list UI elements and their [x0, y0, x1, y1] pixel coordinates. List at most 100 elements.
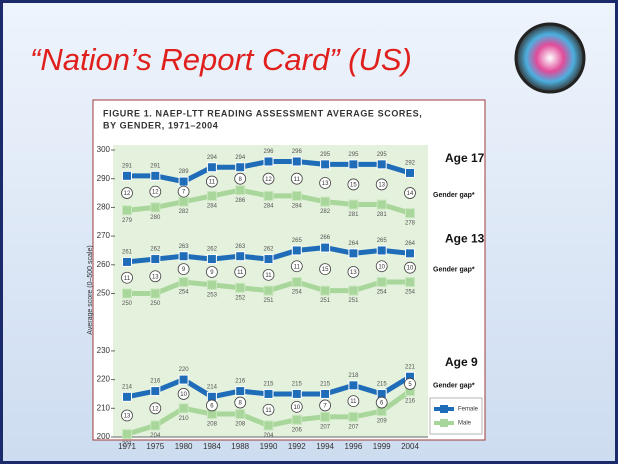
value-label: 210: [179, 416, 190, 422]
group-label: Age 17: [445, 151, 485, 165]
gap-label: 11: [209, 180, 216, 186]
gap-marker: [262, 403, 275, 416]
value-label: 265: [377, 238, 388, 244]
gap-marker: [262, 172, 275, 185]
value-label: 264: [405, 241, 416, 247]
value-label: 215: [263, 382, 274, 388]
point: [263, 254, 274, 265]
value-label: 296: [292, 149, 303, 155]
value-label: 292: [405, 161, 416, 167]
gap-marker: [319, 399, 332, 412]
value-label: 215: [320, 382, 331, 388]
point: [206, 190, 217, 201]
gap-label: 13: [350, 270, 357, 276]
point: [235, 409, 246, 420]
point: [206, 162, 217, 173]
value-label: 262: [207, 247, 218, 253]
value-label: 208: [207, 422, 218, 428]
value-label: 278: [405, 221, 416, 227]
gap-marker: [177, 263, 190, 276]
point: [263, 156, 274, 167]
y-tick-label: 260: [97, 260, 111, 269]
gap-label: 12: [152, 190, 159, 196]
gap-label: 11: [265, 273, 272, 279]
value-label: 281: [348, 212, 359, 218]
gap-label: 8: [239, 401, 243, 407]
point: [122, 288, 132, 299]
value-label: 281: [377, 212, 388, 218]
gap-marker: [149, 185, 162, 198]
value-label: 295: [377, 152, 388, 158]
gap-label: 10: [293, 405, 300, 411]
y-tick-label: 280: [97, 203, 111, 212]
value-label: 204: [263, 433, 274, 439]
value-label: 254: [292, 290, 303, 296]
point: [348, 411, 359, 422]
legend-label: Male: [458, 421, 472, 427]
value-label: 261: [122, 250, 133, 256]
point: [405, 248, 415, 259]
gap-marker: [121, 271, 133, 284]
gap-label: 11: [265, 408, 272, 414]
gap-marker: [205, 399, 218, 412]
value-label: 209: [377, 419, 388, 425]
y-tick-label: 300: [97, 145, 111, 154]
slide-title: “Nation’s Report Card” (US): [30, 42, 412, 77]
point: [291, 414, 302, 425]
gap-marker: [121, 409, 133, 422]
value-label: 265: [292, 238, 303, 244]
point: [405, 277, 415, 288]
point: [122, 429, 132, 440]
value-label: 215: [292, 382, 303, 388]
value-label: 291: [122, 163, 133, 169]
value-label: 262: [263, 247, 274, 253]
gap-label: 12: [152, 406, 159, 412]
value-label: 294: [235, 155, 246, 161]
group-label: Age 9: [445, 355, 478, 369]
legend-marker: [440, 405, 448, 413]
value-label: 220: [179, 367, 190, 373]
gap-marker: [205, 175, 218, 188]
value-label: 295: [320, 152, 331, 158]
point: [263, 190, 274, 201]
value-label: 289: [179, 169, 190, 175]
gap-marker: [234, 172, 247, 185]
point: [178, 251, 189, 262]
gap-label: 13: [322, 181, 329, 187]
y-tick-label: 290: [97, 174, 111, 183]
gap-marker: [290, 400, 303, 413]
gap-marker: [347, 266, 360, 278]
value-label: 207: [348, 424, 359, 430]
gap-label: 7: [182, 190, 186, 196]
x-tick-label: 2004: [401, 442, 419, 451]
gap-label: 11: [350, 399, 357, 405]
point: [235, 386, 246, 397]
y-tick-label: 210: [97, 403, 111, 412]
gap-marker: [375, 260, 388, 273]
value-label: 279: [122, 218, 133, 224]
point: [206, 279, 217, 290]
value-label: 207: [320, 424, 331, 430]
chart-title: BY GENDER, 1971–2004: [103, 120, 218, 130]
point: [178, 277, 189, 288]
gap-label: 8: [239, 177, 243, 183]
gap-marker: [347, 395, 360, 408]
legend-marker: [440, 419, 448, 427]
point: [122, 170, 132, 181]
point: [291, 156, 302, 167]
value-label: 253: [207, 292, 218, 298]
value-label: 221: [405, 364, 416, 370]
gap-marker: [290, 172, 303, 185]
value-label: 251: [263, 298, 274, 304]
gap-marker: [149, 402, 162, 415]
gap-marker: [375, 396, 388, 409]
gap-marker: [205, 266, 218, 278]
value-label: 286: [235, 198, 246, 204]
x-tick-label: 1975: [146, 442, 164, 451]
point: [206, 254, 217, 265]
y-tick-label: 270: [97, 231, 111, 240]
point: [150, 420, 161, 431]
gap-label: 10: [407, 266, 414, 272]
gap-marker: [404, 378, 416, 390]
value-label: 208: [235, 422, 246, 428]
